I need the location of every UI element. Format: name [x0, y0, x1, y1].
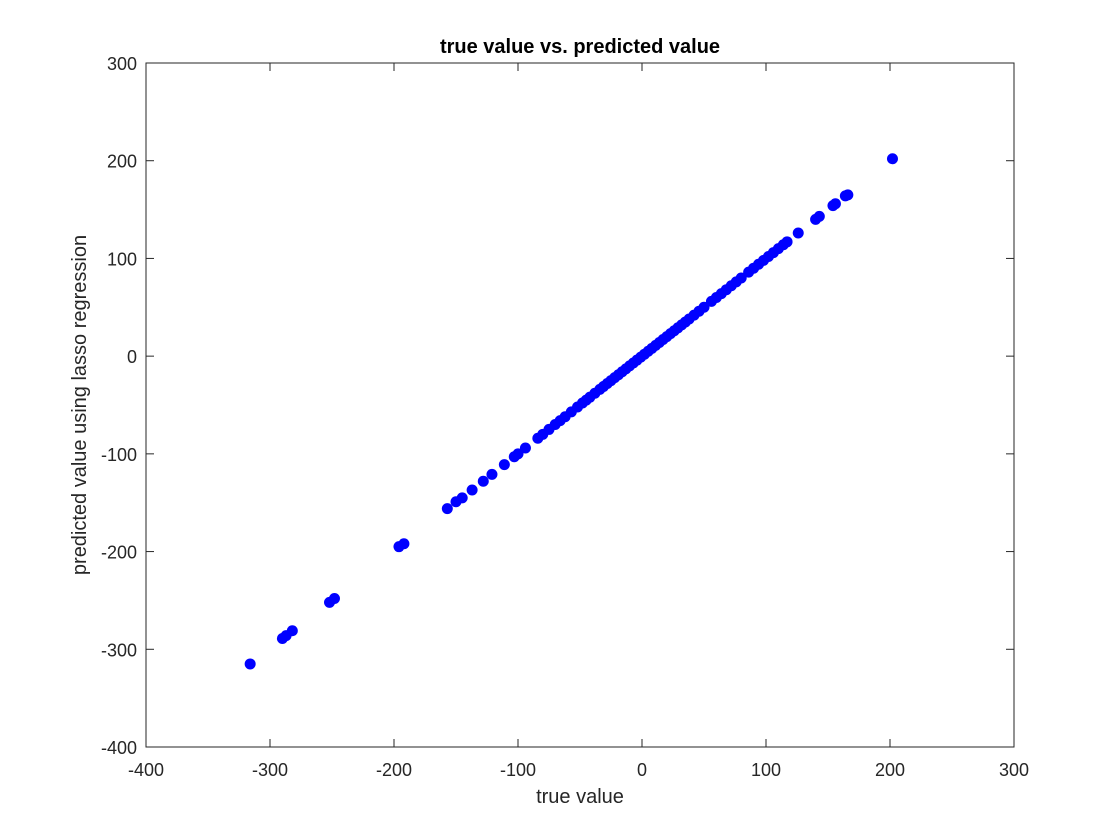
x-tick-label: -200: [376, 760, 412, 780]
x-axis-label: true value: [536, 786, 624, 808]
data-point: [486, 468, 498, 480]
y-tick-label: 200: [107, 152, 137, 172]
data-point: [519, 442, 531, 454]
x-tick-label: 100: [751, 760, 781, 780]
data-point: [698, 301, 710, 313]
data-point: [781, 236, 793, 248]
data-point: [466, 484, 478, 496]
data-point: [735, 272, 747, 284]
x-tick-label: -300: [252, 760, 288, 780]
x-tick-label: -400: [128, 760, 164, 780]
y-tick-label: -200: [101, 543, 137, 563]
x-tick-label: 200: [875, 760, 905, 780]
y-tick-label: 0: [127, 347, 137, 367]
data-point: [813, 210, 825, 222]
y-tick-label: 300: [107, 54, 137, 74]
data-point: [829, 198, 841, 210]
x-tick-label: 300: [999, 760, 1029, 780]
axis-ticks: [145, 62, 1015, 748]
y-tick-label: -100: [101, 445, 137, 465]
plot-area: -400 -300 -200 -100 0 100 200 300 -400 -300 -200 -1…: [101, 54, 1029, 780]
x-tick-label: 0: [637, 760, 647, 780]
data-point: [286, 625, 298, 637]
axis-tick-labels: -400 -300 -200 -100 0 100 200 300 -400 -300 -200 -1…: [101, 54, 1029, 780]
y-tick-label: -400: [101, 738, 137, 758]
data-point: [842, 189, 854, 201]
data-point: [244, 658, 256, 670]
data-point: [886, 153, 898, 165]
data-point: [792, 227, 804, 239]
x-tick-label: -100: [500, 760, 536, 780]
y-axis-label: predicted value using lasso regression: [69, 235, 91, 575]
chart-title: true value vs. predicted value: [440, 36, 720, 58]
data-point: [477, 475, 489, 487]
data-point: [441, 503, 453, 515]
data-point: [512, 448, 524, 460]
axes-box: [145, 62, 1015, 748]
data-point: [456, 492, 468, 504]
data-point: [398, 538, 410, 550]
data-point: [498, 459, 510, 471]
y-tick-label: -300: [101, 640, 137, 660]
data-point: [328, 592, 340, 604]
data-points: [244, 153, 898, 670]
y-tick-label: 100: [107, 249, 137, 269]
